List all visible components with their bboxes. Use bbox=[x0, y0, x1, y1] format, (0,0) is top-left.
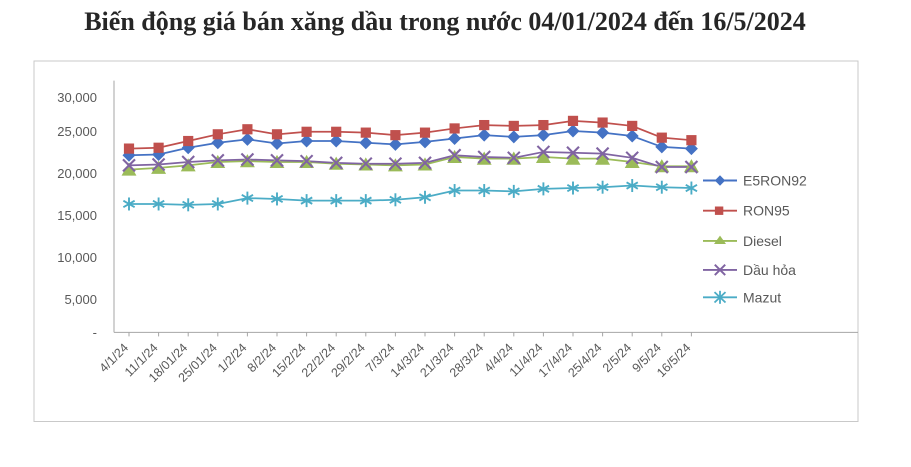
svg-text:15,000: 15,000 bbox=[57, 208, 97, 223]
svg-text:25,000: 25,000 bbox=[57, 124, 97, 139]
svg-text:Biến động giá bán xăng dầu tro: Biến động giá bán xăng dầu trong nước 04… bbox=[84, 7, 806, 36]
svg-text:Dầu hỏa: Dầu hỏa bbox=[743, 262, 796, 278]
svg-text:RON95: RON95 bbox=[743, 203, 790, 219]
svg-text:E5RON92: E5RON92 bbox=[743, 173, 807, 189]
svg-text:-: - bbox=[93, 325, 97, 340]
svg-text:Diesel: Diesel bbox=[743, 233, 782, 249]
svg-text:Mazut: Mazut bbox=[743, 289, 781, 305]
svg-text:30,000: 30,000 bbox=[57, 90, 97, 105]
svg-text:20,000: 20,000 bbox=[57, 166, 97, 181]
svg-text:10,000: 10,000 bbox=[57, 250, 97, 265]
svg-text:5,000: 5,000 bbox=[64, 292, 97, 307]
